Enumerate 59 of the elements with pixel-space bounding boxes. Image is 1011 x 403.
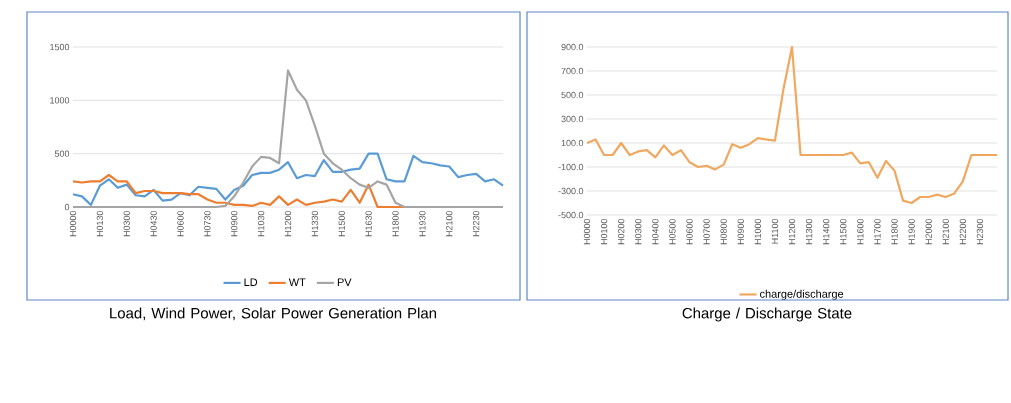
y-tick-label: 900.0 bbox=[561, 43, 584, 51]
x-tick-label: H2100 bbox=[446, 210, 453, 237]
line-series bbox=[71, 152, 505, 206]
x-tick-label: H1700 bbox=[874, 218, 881, 245]
legend-label: LD bbox=[244, 278, 258, 286]
x-tick-label: H1800 bbox=[891, 218, 898, 245]
y-tick-label: 0 bbox=[64, 203, 70, 211]
y-tick-label: 500 bbox=[54, 150, 70, 157]
x-tick-label: H1930 bbox=[419, 210, 426, 237]
x-tick-label: H0700 bbox=[703, 218, 710, 245]
x-tick-label: H0300 bbox=[123, 210, 130, 237]
y-tick-label: 100.0 bbox=[561, 139, 584, 147]
x-tick-label: H1000 bbox=[754, 218, 762, 245]
y-tick-label: 300.0 bbox=[561, 115, 584, 123]
text: Load, Wind Power, Solar Power Generation Plan bbox=[110, 307, 437, 321]
x-tick-label: H1800 bbox=[392, 210, 399, 237]
x-tick-label: H1500 bbox=[840, 218, 847, 245]
x-tick-label: H1400 bbox=[823, 218, 830, 245]
y-tick-label: 1500 bbox=[50, 43, 70, 51]
x-tick-label: H1200 bbox=[284, 210, 292, 237]
x-tick-label: H2300 bbox=[976, 218, 984, 245]
y-tick-label: -300.0 bbox=[558, 187, 584, 195]
x-tick-label: H0900 bbox=[231, 210, 238, 237]
x-tick-label: H0000 bbox=[583, 218, 591, 245]
x-tick-label: H2100 bbox=[942, 218, 949, 245]
x-tick-label: H1100 bbox=[771, 218, 779, 244]
x-tick-label: H2200 bbox=[959, 218, 967, 245]
y-tick-label: 500.0 bbox=[561, 91, 584, 99]
legend-label: WT bbox=[288, 278, 306, 286]
x-tick-label: H0100 bbox=[600, 218, 608, 245]
legend-label: PV bbox=[337, 278, 352, 286]
x-tick-label: H1600 bbox=[857, 218, 864, 245]
x-tick-label: H2230 bbox=[472, 210, 480, 237]
x-tick-label: H0130 bbox=[96, 210, 104, 237]
x-tick-label: H0900 bbox=[737, 218, 744, 245]
x-tick-label: H0200 bbox=[618, 218, 625, 245]
x-tick-label: H0430 bbox=[150, 210, 157, 237]
x-tick-label: H1500 bbox=[338, 210, 345, 237]
legend-label: charge/discharge bbox=[760, 289, 844, 300]
y-tick-label: 1000 bbox=[50, 97, 70, 104]
y-tick-label: 700.0 bbox=[561, 67, 584, 75]
x-tick-label: H0400 bbox=[652, 218, 659, 245]
x-tick-label: H0300 bbox=[635, 218, 642, 245]
x-tick-label: H1030 bbox=[257, 210, 265, 237]
x-tick-label: H0600 bbox=[686, 218, 693, 245]
y-tick-label: -500.0 bbox=[558, 211, 584, 219]
x-tick-label: H0730 bbox=[204, 210, 211, 237]
x-tick-label: H0600 bbox=[177, 210, 184, 237]
text: Charge / Discharge State bbox=[682, 307, 852, 322]
x-tick-label: H1900 bbox=[908, 218, 915, 245]
x-tick-label: H1300 bbox=[805, 218, 813, 245]
x-tick-label: H0500 bbox=[669, 218, 676, 245]
x-tick-label: H1630 bbox=[365, 210, 372, 237]
x-tick-label: H1330 bbox=[311, 210, 319, 237]
x-tick-label: H2000 bbox=[925, 218, 932, 245]
x-tick-label: H1200 bbox=[788, 218, 796, 245]
x-tick-label: H0800 bbox=[720, 218, 727, 245]
y-tick-label: -100.0 bbox=[558, 163, 584, 171]
x-tick-label: H0000 bbox=[69, 210, 77, 237]
